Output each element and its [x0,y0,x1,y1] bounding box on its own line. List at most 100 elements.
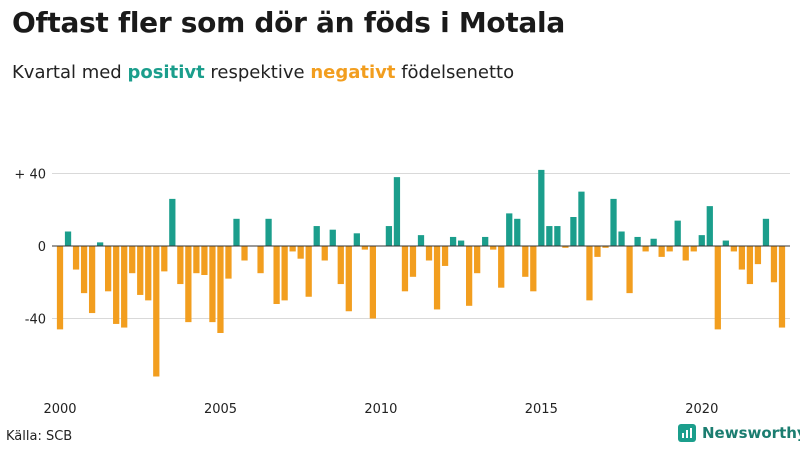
bar [321,246,328,261]
bar [401,246,409,292]
bar [289,246,296,252]
bar [522,246,529,277]
bar [706,206,713,247]
subtitle-positive: positivt [127,62,205,83]
bar [449,236,457,246]
bar [610,198,617,247]
chart-title: Oftast fler som dör än föds i Motala [12,6,565,39]
bar [385,226,393,246]
y-tick-label: -40 [25,313,46,328]
bar [64,231,72,246]
bar [105,246,112,292]
bar [281,246,288,301]
bar [698,235,705,247]
bar [626,246,633,294]
bar [369,246,376,319]
bar [538,169,545,247]
bar [393,177,401,247]
bar [241,246,248,261]
bar [433,246,441,310]
bar [88,246,96,314]
bar [690,246,697,252]
bar [153,246,160,377]
bar [594,246,601,257]
bar [770,246,778,283]
bar [56,246,64,330]
bar [730,246,737,252]
bar [161,246,168,272]
gridlines [52,173,790,319]
bar [129,246,136,274]
bar [490,246,497,250]
bar [233,218,240,246]
y-tick-label: 0 [38,240,46,255]
bar [409,246,417,277]
bar [714,246,721,330]
bar [121,246,128,328]
bar [201,246,208,275]
bar [177,246,184,285]
bar [273,246,280,304]
bar [80,246,88,294]
bar [441,246,449,266]
bar [185,246,192,323]
bar [658,246,665,257]
bar [586,246,593,301]
bar [482,236,489,246]
x-axis-ticks: 2000 2005 2010 2015 2020 [43,402,718,417]
bar [682,246,689,261]
bar [762,218,770,246]
bar [361,246,368,250]
bar [425,246,433,261]
bar [562,246,569,248]
bar [169,198,176,247]
bar [554,226,561,246]
bar [265,218,272,246]
bar [297,246,304,259]
bar [738,246,746,270]
subtitle-negative: negativt [310,62,396,83]
bar [96,242,104,247]
newsworthy-logo: Newsworthy [678,424,800,442]
bar [530,246,537,292]
source-note: Källa: SCB [6,429,73,444]
bar [650,238,657,246]
bar [217,246,224,333]
y-tick-label: + 40 [14,168,46,183]
chart-subtitle: Kvartal med positivt respektive negativt… [12,62,514,83]
bar [506,213,513,247]
bar [113,246,120,324]
x-tick-label: 2005 [204,402,237,417]
bar [778,246,786,328]
x-tick-label: 2015 [525,402,558,417]
bar [666,246,673,252]
x-tick-label: 2000 [43,402,76,417]
bar [353,233,360,246]
bar [578,191,585,247]
bar [754,246,762,265]
bar [514,218,521,246]
bar [417,235,425,247]
bar [722,240,729,246]
subtitle-middle: respektive [204,62,311,83]
bar [313,226,320,246]
bar [746,246,754,285]
y-axis-ticks: + 40 0 -40 [14,168,46,328]
bar [457,240,465,246]
bar [498,246,505,288]
bar-chart-logo-icon [678,424,696,442]
subtitle-prefix: Kvartal med [12,62,128,83]
bar [337,246,344,285]
bar [225,246,232,279]
bar [137,246,144,295]
subtitle-suffix: födelsenetto [395,62,515,83]
logo-text: Newsworthy [702,424,800,442]
bar [570,217,577,246]
bar [209,246,216,323]
bar [674,220,681,247]
bars [56,169,786,377]
bar [257,246,264,274]
bar [634,236,641,246]
bar [618,231,625,246]
